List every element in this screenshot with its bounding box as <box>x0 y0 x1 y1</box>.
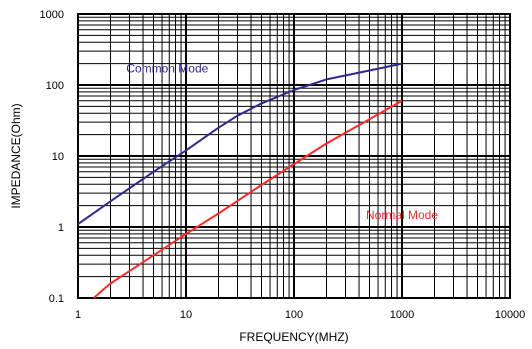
x-tick-label: 1000 <box>390 309 414 321</box>
plot-frame <box>77 13 511 299</box>
x-tick-label: 10 <box>180 309 192 321</box>
x-axis-title: FREQUENCY(MHZ) <box>239 330 348 344</box>
y-tick-label: 1000 <box>40 9 64 21</box>
x-tick-label: 100 <box>285 309 303 321</box>
series-layer <box>77 62 403 299</box>
series-line-normal-mode <box>93 99 403 299</box>
y-tick-label: 0.1 <box>49 293 64 305</box>
series-line-common-mode <box>77 62 403 225</box>
x-tick-labels: 1 10 100 1000 10000 <box>75 309 525 321</box>
y-tick-labels: 0.1 1 10 100 1000 <box>40 9 64 305</box>
series-label-common-mode: Common Mode <box>126 61 208 75</box>
y-tick-label: 1 <box>58 222 64 234</box>
y-tick-label: 100 <box>46 80 64 92</box>
series-labels: Common Mode Normal Mode <box>126 61 438 221</box>
x-tick-label: 1 <box>75 309 81 321</box>
series-label-normal-mode: Normal Mode <box>366 208 438 222</box>
y-axis-title: IMPEDANCE(Ohm) <box>9 103 23 208</box>
y-tick-label: 10 <box>52 151 64 163</box>
x-tick-label: 10000 <box>495 309 526 321</box>
